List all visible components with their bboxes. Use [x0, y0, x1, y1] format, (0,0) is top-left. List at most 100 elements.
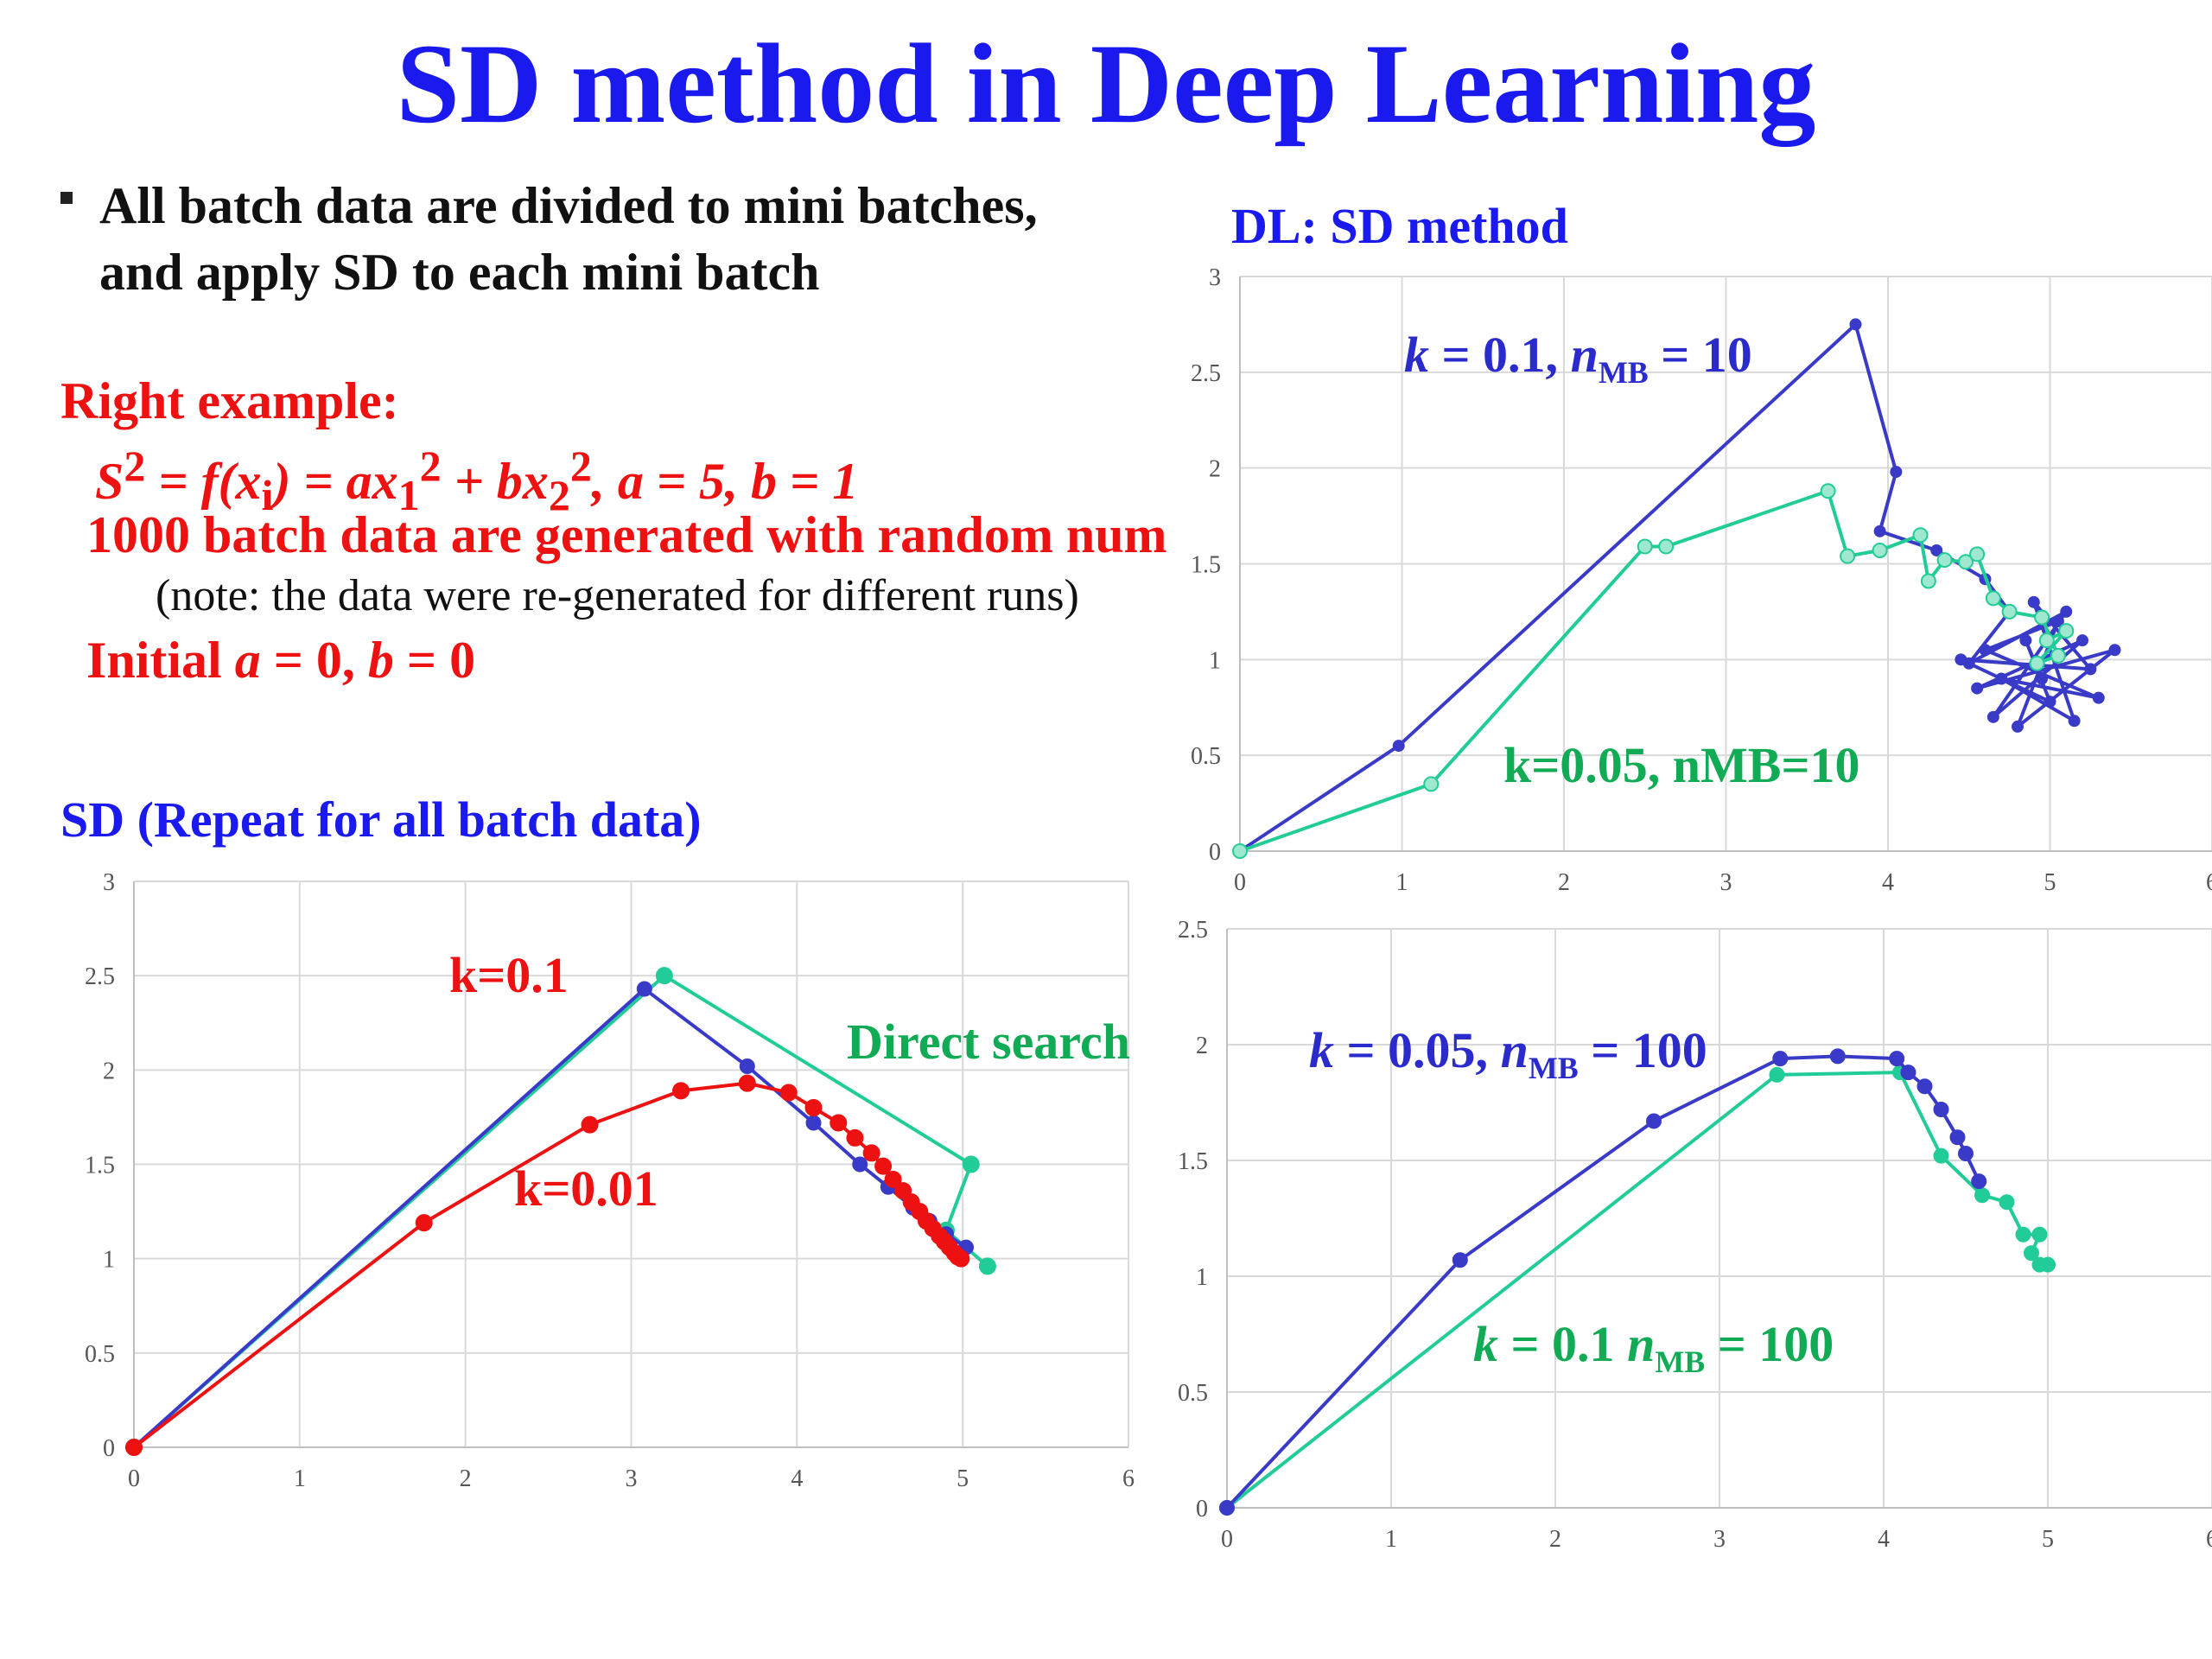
x-tick-label: 4: [1878, 1526, 1890, 1553]
data-point: [2051, 615, 2064, 627]
data-point: [655, 967, 673, 985]
data-point: [2038, 632, 2055, 649]
series-line: [1225, 1054, 1981, 1510]
x-tick-label: 4: [791, 1465, 803, 1492]
data-point: [2040, 1256, 2056, 1273]
data-point: [1971, 682, 1984, 695]
chart-annotation: Direct search: [847, 1014, 1130, 1070]
data-point: [2060, 605, 2073, 618]
data-point: [1829, 1048, 1846, 1065]
data-point: [1936, 552, 1953, 569]
x-tick-label: 6: [1122, 1465, 1135, 1492]
data-point: [1840, 548, 1856, 564]
data-point: [1958, 1145, 1974, 1161]
y-tick-label: 2.5: [1178, 917, 1208, 944]
data-point: [1900, 1065, 1916, 1081]
data-point: [2036, 672, 2049, 685]
data-point: [805, 1115, 822, 1131]
data-point: [739, 1058, 755, 1074]
data-point: [1958, 554, 1974, 570]
data-point: [2076, 634, 2088, 647]
x-tick-label: 0: [1234, 869, 1246, 896]
y-tick-label: 2.5: [1191, 360, 1221, 387]
y-tick-label: 2: [1209, 456, 1221, 483]
data-point: [1933, 1102, 1949, 1118]
data-point: [884, 1170, 902, 1188]
series-line: [132, 987, 968, 1449]
gridlines: [1226, 928, 2212, 1509]
left-chart-title: SD (Repeat for all batch data): [60, 791, 702, 848]
y-tick-label: 2.5: [85, 963, 115, 990]
chart-annotation: k=0.01: [514, 1160, 658, 1217]
data-point: [978, 1257, 996, 1275]
data-point: [952, 1249, 970, 1268]
x-tick-label: 0: [1221, 1526, 1233, 1553]
series-line: [1238, 322, 2117, 853]
chart-bottom-right: 0 1 2 3 4 5 6 0 0.5 1 1.5 2 2.5 k = 0.05, nMB = 100 k …: [1178, 917, 2212, 1553]
series-2: [125, 1074, 970, 1456]
data-point: [1912, 527, 1929, 543]
series-line: [1225, 1071, 2048, 1510]
data-point: [1423, 776, 1440, 792]
data-point: [1219, 1500, 1235, 1516]
data-point: [1969, 546, 1986, 563]
data-point: [2012, 720, 2024, 733]
data-point: [1971, 1173, 1987, 1190]
data-point: [1889, 1051, 1905, 1067]
data-point: [2024, 1245, 2039, 1262]
data-point: [1820, 483, 1836, 499]
data-point: [830, 1114, 848, 1132]
data-point: [1849, 318, 1862, 331]
data-point: [415, 1214, 433, 1232]
y-tick-label: 3: [103, 869, 115, 896]
data-point: [738, 1074, 756, 1092]
data-point: [1979, 644, 1992, 657]
x-tick-label: 0: [128, 1465, 140, 1492]
chart-annotation: k=0.05, nMB=10: [1503, 737, 1860, 793]
bullet-line-2: and apply SD to each mini batch: [99, 243, 820, 301]
x-tick-label: 1: [1396, 869, 1408, 896]
example-data-line: 1000 batch data are generated with rando…: [86, 506, 1167, 563]
x-tick-label: 2: [460, 1465, 472, 1492]
y-tick-label: 1.5: [85, 1153, 115, 1179]
x-tick-label: 2: [1549, 1526, 1561, 1553]
example-heading: Right example:: [60, 372, 399, 429]
data-point: [1873, 524, 1886, 537]
example-note: (note: the data were re-generated for di…: [156, 571, 1079, 620]
y-tick-label: 0.5: [85, 1341, 115, 1368]
x-tick-label: 3: [626, 1465, 638, 1492]
data-point: [1890, 466, 1903, 479]
data-point: [672, 1082, 690, 1100]
example-initial: Initial a = 0, b = 0: [86, 632, 476, 689]
chart-annotation: k = 0.1 nMB = 100: [1473, 1316, 1834, 1379]
example-equation: S2 = f(xi) = ax12 + bx22, a = 5, b = 1: [95, 442, 859, 519]
y-tick-label: 0.5: [1178, 1380, 1208, 1407]
data-point: [1974, 1187, 1990, 1204]
data-point: [779, 1084, 798, 1102]
data-point: [852, 1156, 868, 1173]
y-tick-label: 1: [1209, 647, 1221, 674]
y-tick-label: 0.5: [1191, 743, 1221, 770]
bullet-line-1: All batch data are divided to mini batch…: [99, 177, 1038, 234]
data-point: [2050, 647, 2066, 664]
data-point: [1985, 590, 2001, 607]
data-point: [2044, 696, 2056, 709]
bullet-marker: [60, 192, 73, 204]
chart-annotation: k = 0.05, nMB = 100: [1309, 1022, 1707, 1085]
data-point: [1772, 1051, 1789, 1067]
data-point: [2031, 1226, 2048, 1243]
top-right-chart-title: DL: SD method: [1231, 198, 1568, 254]
series-1: [1219, 1048, 1987, 1516]
x-tick-label: 1: [294, 1465, 306, 1492]
data-point: [1392, 740, 1405, 753]
series-1: [1232, 483, 2075, 859]
data-point: [846, 1128, 864, 1147]
y-tick-label: 0: [1209, 839, 1221, 866]
data-point: [1930, 543, 1943, 556]
x-tick-label: 5: [2044, 869, 2056, 896]
y-tick-label: 1.5: [1178, 1148, 1208, 1175]
data-point: [125, 1439, 143, 1456]
data-point: [862, 1144, 880, 1162]
data-point: [1916, 1078, 1933, 1095]
data-point: [2084, 663, 2097, 676]
